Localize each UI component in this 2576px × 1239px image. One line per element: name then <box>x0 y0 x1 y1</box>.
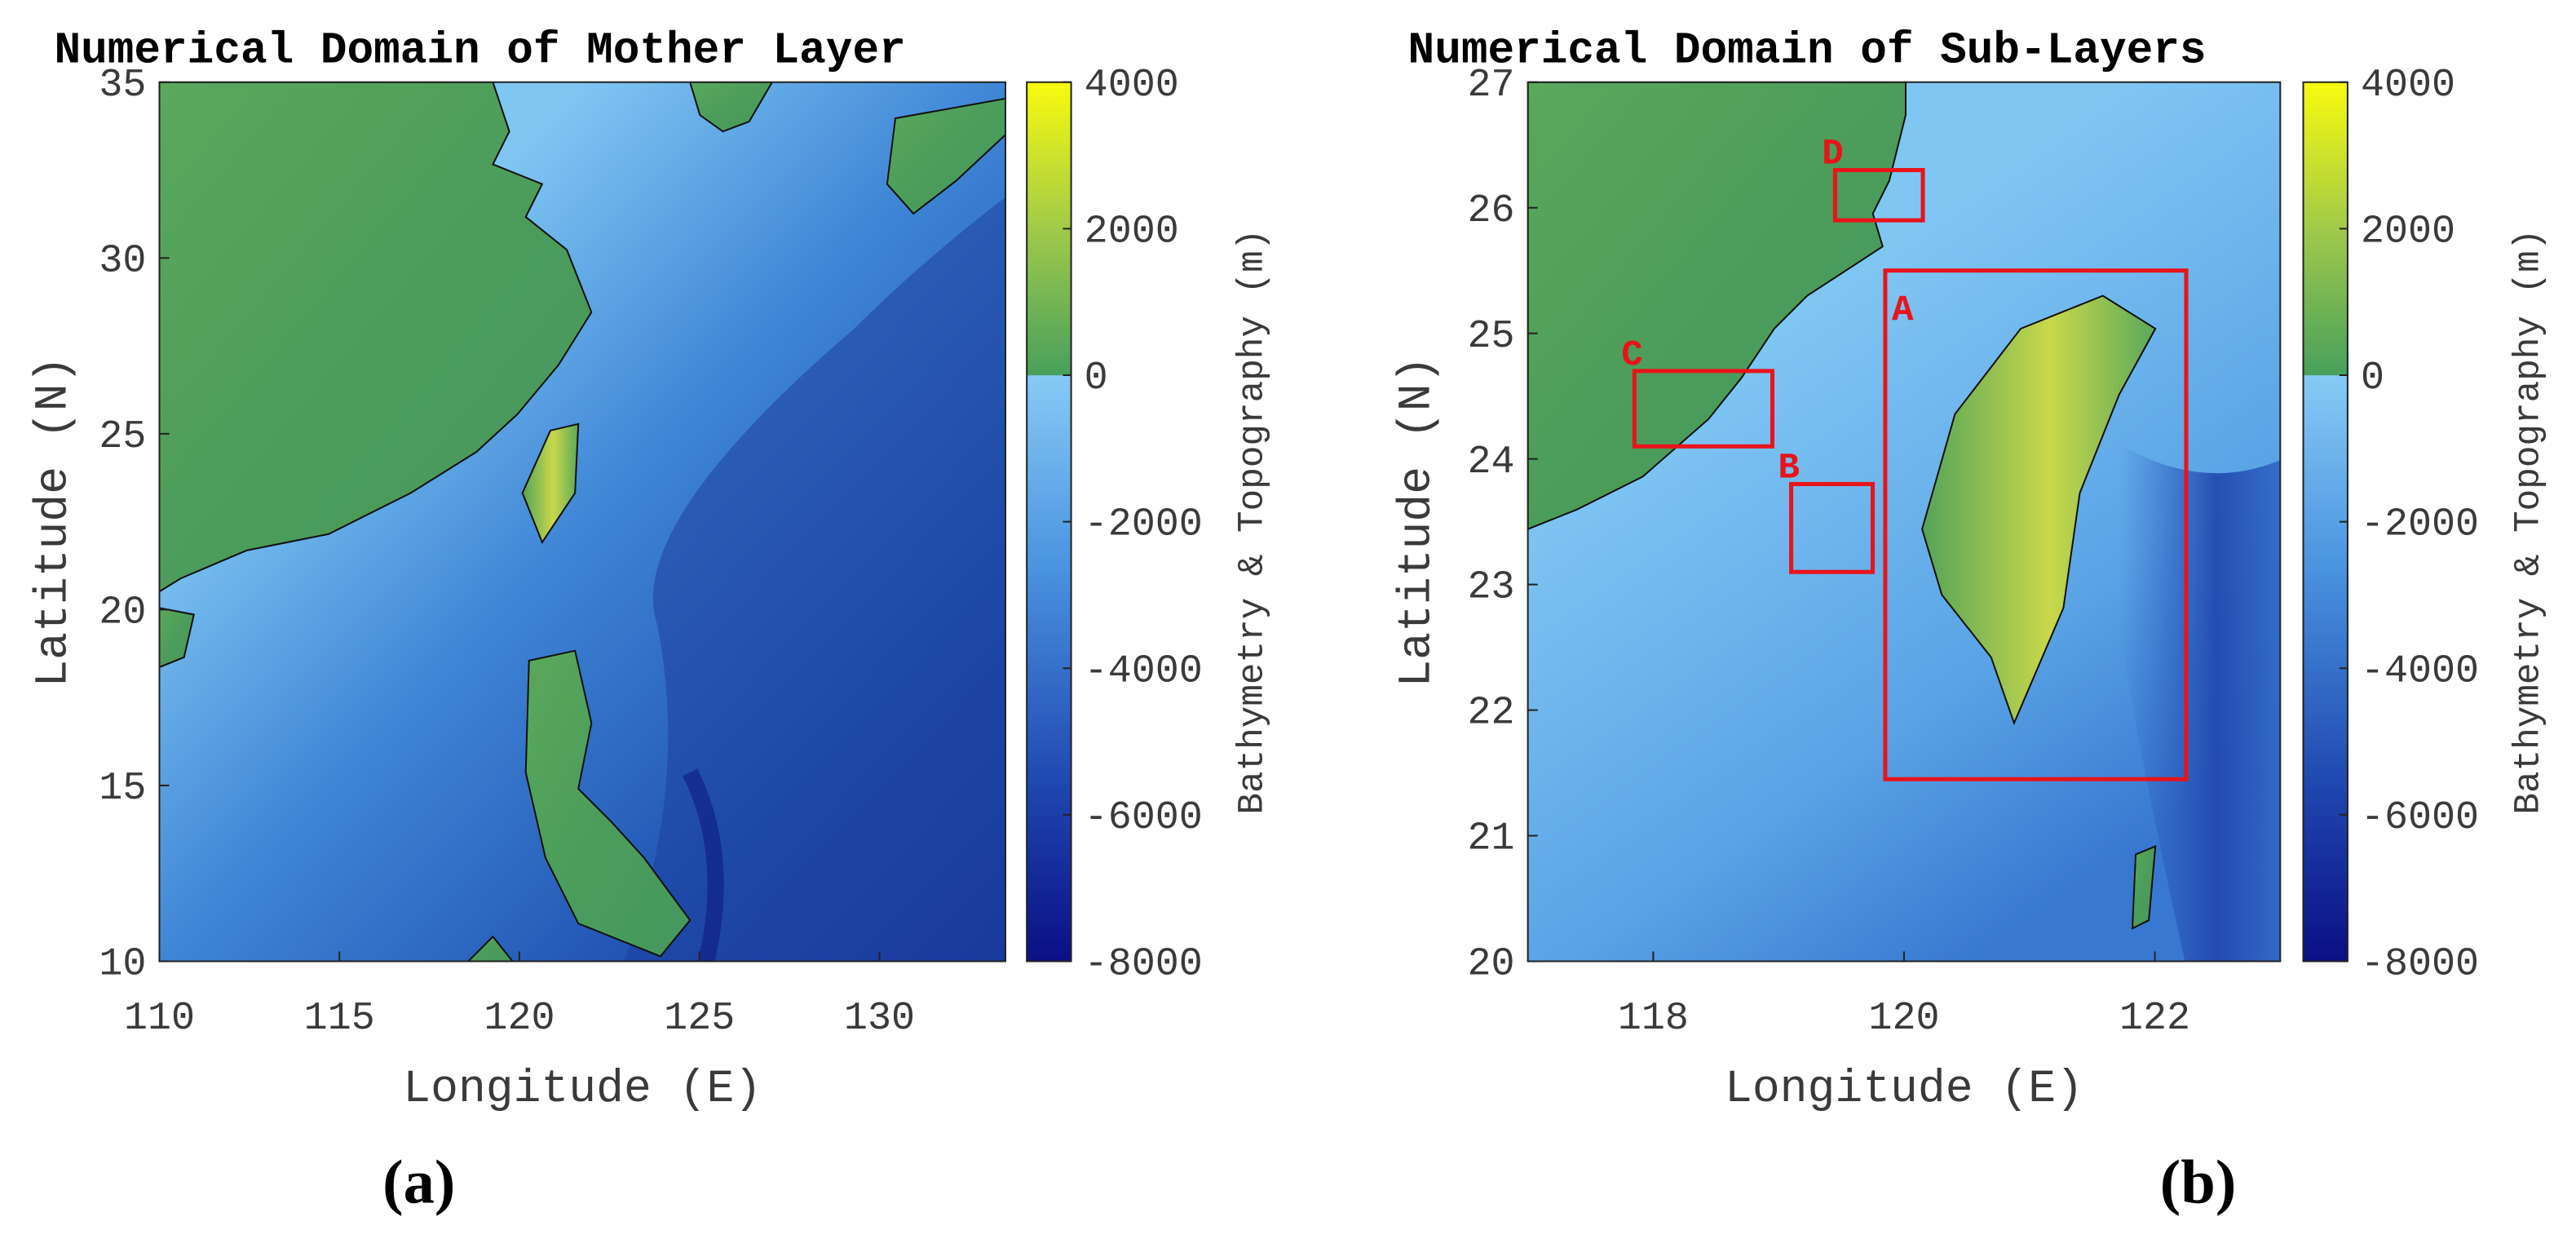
x-tick-label: 125 <box>664 996 735 1041</box>
y-tick-label: 20 <box>99 591 146 635</box>
y-tick-label: 35 <box>99 63 146 108</box>
subdomain-label: C <box>1621 335 1643 376</box>
y-tick-label: 23 <box>1467 565 1514 610</box>
x-tick-label: 118 <box>1618 996 1689 1041</box>
x-tick-label: 122 <box>2119 996 2190 1041</box>
colorbar-tick-label: 2000 <box>2361 209 2455 254</box>
y-tick-label: 27 <box>1467 63 1514 108</box>
colorbar-tick-label: -8000 <box>1085 942 1203 987</box>
panel-title: Numerical Domain of Sub-Layers <box>1408 27 2207 77</box>
y-tick-label: 15 <box>99 766 146 811</box>
y-tick-label: 22 <box>1467 691 1514 736</box>
map-a <box>159 82 1005 962</box>
subdomain-box <box>1832 167 1925 223</box>
colorbar-tick-label: -2000 <box>1085 502 1203 547</box>
y-tick-label: 20 <box>1467 942 1514 987</box>
subdomain-box <box>1632 369 1775 449</box>
panel-title: Numerical Domain of Mother Layer <box>55 27 906 77</box>
subdomain-label: D <box>1822 134 1844 175</box>
y-tick-label: 24 <box>1467 440 1514 485</box>
x-tick-label: 120 <box>1868 996 1939 1041</box>
annotations: Numerical Domain of Mother Layer Longitud… <box>28 27 2550 1217</box>
colorbar-tick-label: 4000 <box>2361 63 2455 108</box>
colorbar-tick-label: -6000 <box>2361 795 2479 840</box>
x-tick-label: 120 <box>484 996 555 1041</box>
colorbar-tick-label: -6000 <box>1085 795 1203 840</box>
colorbar-tick-label: 4000 <box>1085 63 1179 108</box>
colorbar-tick-label: 0 <box>2361 356 2384 400</box>
y-tick-label: 21 <box>1467 816 1514 861</box>
y-tick-label: 30 <box>99 238 146 283</box>
colorbar-tick-label: 2000 <box>1085 209 1179 254</box>
x-tick-label: 130 <box>844 996 915 1041</box>
x-axis-label: Longitude (E) <box>1725 1063 2083 1115</box>
colorbar-tick-label: -2000 <box>2361 502 2479 547</box>
y-tick-label: 25 <box>99 414 146 459</box>
y-tick-label: 26 <box>1467 188 1514 233</box>
colorbar-tick-label: 0 <box>1085 356 1108 400</box>
y-axis-label: Latitude (N) <box>28 356 80 688</box>
axes-frame-a <box>158 81 1006 962</box>
colorbar-tick-label: -4000 <box>1085 648 1203 693</box>
subdomain-label: B <box>1778 448 1800 489</box>
subdomain-box <box>1883 268 2189 781</box>
colorbar-label: Bathymetry & Topography (m) <box>1232 229 1273 815</box>
x-axis-label: Longitude (E) <box>403 1063 762 1115</box>
subdomain-label: A <box>1892 290 1914 331</box>
caption: (b) <box>2160 1148 2237 1217</box>
colorbar-tick-label: -4000 <box>2361 648 2479 693</box>
y-axis-label: Latitude (N) <box>1391 356 1443 688</box>
x-tick-label: 115 <box>304 996 375 1041</box>
caption: (a) <box>382 1148 455 1217</box>
y-tick-label: 10 <box>99 942 146 987</box>
map-b <box>1527 82 2281 962</box>
y-tick-label: 25 <box>1467 314 1514 359</box>
colorbar-label: Bathymetry & Topography (m) <box>2509 229 2550 815</box>
colorbar-tick-label: -8000 <box>2361 942 2479 987</box>
x-tick-label: 110 <box>124 996 195 1041</box>
subdomain-box <box>1789 481 1876 574</box>
